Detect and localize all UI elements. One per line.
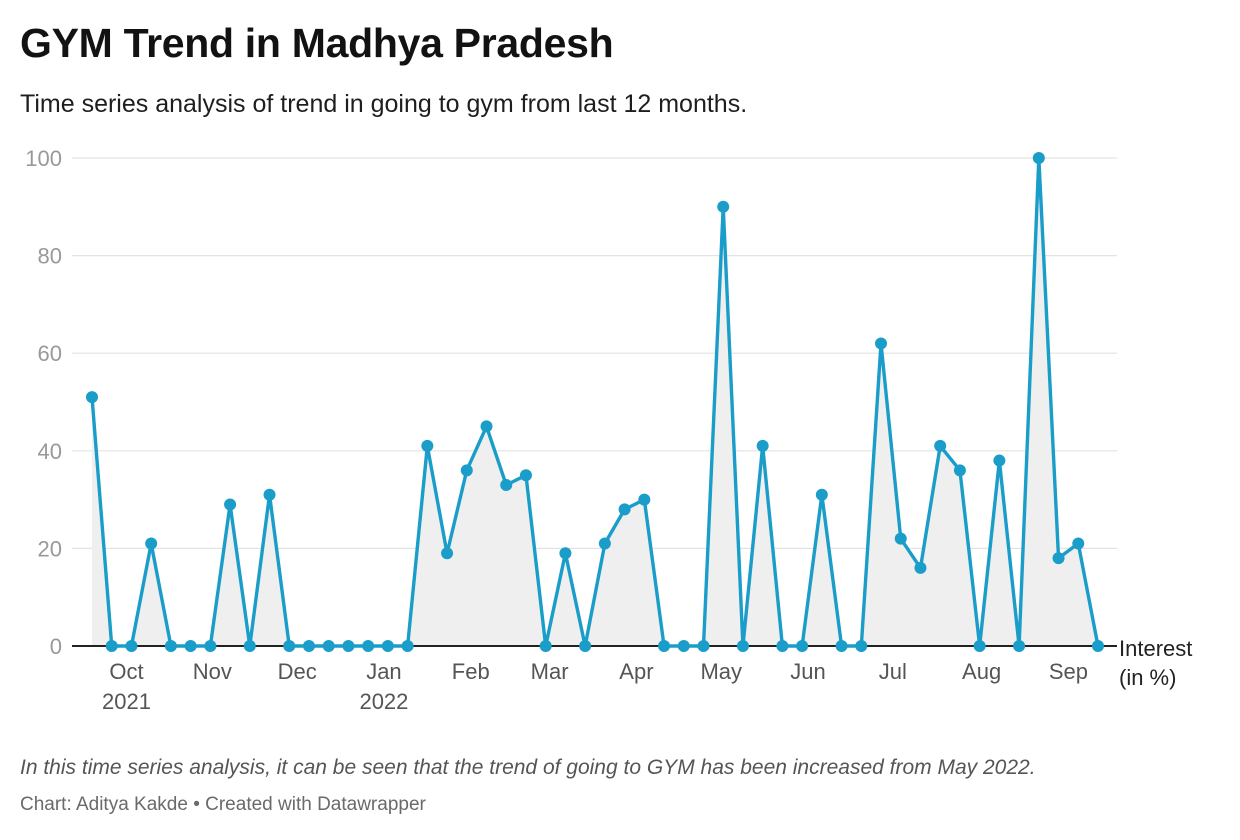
data-point-7	[224, 498, 237, 511]
series-line	[90, 156, 1100, 648]
data-point-42	[914, 561, 927, 574]
y-tick-label-60: 60	[38, 341, 62, 366]
data-point-19	[460, 464, 473, 477]
data-point-45	[973, 640, 986, 652]
data-point-13	[342, 640, 355, 652]
x-tick-label-nov: Nov	[193, 659, 232, 684]
x-tick-label-may: May	[700, 659, 742, 684]
data-point-29	[658, 640, 671, 652]
data-point-30	[677, 640, 690, 652]
data-point-23	[539, 640, 552, 652]
data-point-47	[1013, 640, 1026, 652]
data-point-36	[796, 640, 809, 652]
data-point-20	[480, 420, 493, 433]
data-point-1	[105, 640, 118, 652]
data-point-9	[263, 488, 276, 501]
data-point-41	[894, 532, 907, 545]
data-point-12	[322, 640, 335, 652]
x-tick-label-aug: Aug	[962, 659, 1001, 684]
x-tick-label-apr: Apr	[619, 659, 653, 684]
y-tick-label-100: 100	[25, 146, 62, 171]
data-point-44	[953, 464, 966, 477]
y-tick-label-0: 0	[50, 634, 62, 659]
data-point-18	[441, 547, 454, 560]
data-point-37	[815, 488, 828, 501]
data-point-5	[184, 640, 197, 652]
data-point-48	[1032, 152, 1045, 164]
x-tick-label-feb: Feb	[452, 659, 490, 684]
data-point-34	[756, 439, 769, 452]
data-point-6	[204, 640, 217, 652]
x-tick-label-dec: Dec	[278, 659, 317, 684]
data-point-51	[1092, 640, 1104, 652]
chart-subtitle: Time series analysis of trend in going t…	[20, 90, 748, 118]
data-point-11	[302, 640, 315, 652]
data-point-32	[717, 200, 730, 213]
data-point-35	[776, 640, 789, 652]
data-point-16	[401, 640, 414, 652]
chart-title: GYM Trend in Madhya Pradesh	[20, 20, 614, 66]
data-point-21	[500, 478, 513, 491]
data-point-3	[145, 537, 158, 550]
data-point-17	[421, 439, 434, 452]
data-point-14	[362, 640, 375, 652]
x-tick-label-mar: Mar	[531, 659, 569, 684]
area-fill	[92, 158, 1098, 646]
data-point-38	[835, 640, 848, 652]
data-point-27	[618, 503, 631, 516]
y-tick-label-80: 80	[38, 244, 62, 269]
data-point-0	[86, 391, 98, 404]
x-tick-year-2021: 2021	[102, 689, 151, 714]
data-point-4	[164, 640, 177, 652]
data-point-15	[381, 640, 394, 652]
data-point-2	[125, 640, 138, 652]
x-tick-label-sep: Sep	[1049, 659, 1088, 684]
y-tick-label-40: 40	[38, 439, 62, 464]
line-area-chart: 0 20 40 60 80 100 Oct 2021 Nov Dec Jan 2022 Feb Mar Ap…	[25, 146, 1192, 714]
chart-note: In this time series analysis, it can be …	[20, 756, 1036, 779]
axis-label-unit: (in %)	[1119, 665, 1176, 690]
x-tick-label-jan: Jan	[366, 659, 401, 684]
data-point-24	[559, 547, 572, 560]
x-tick-label-jul: Jul	[879, 659, 907, 684]
x-tick-label-oct: Oct	[109, 659, 143, 684]
data-point-22	[519, 469, 532, 482]
y-tick-label-20: 20	[38, 536, 62, 561]
data-point-8	[243, 640, 256, 652]
data-point-28	[638, 493, 651, 506]
data-point-50	[1072, 537, 1085, 550]
data-point-31	[697, 640, 710, 652]
data-point-43	[934, 439, 947, 452]
axis-label: Interest	[1119, 636, 1192, 661]
data-point-46	[993, 454, 1006, 467]
data-point-49	[1052, 552, 1065, 565]
data-point-40	[875, 337, 888, 350]
data-point-25	[579, 640, 592, 652]
data-point-10	[283, 640, 296, 652]
chart-footer: Chart: Aditya Kakde • Created with Dataw…	[20, 794, 426, 815]
data-point-33	[736, 640, 749, 652]
x-tick-label-jun: Jun	[790, 659, 825, 684]
data-point-39	[855, 640, 868, 652]
x-tick-year-2022: 2022	[359, 689, 408, 714]
data-point-26	[598, 537, 611, 550]
